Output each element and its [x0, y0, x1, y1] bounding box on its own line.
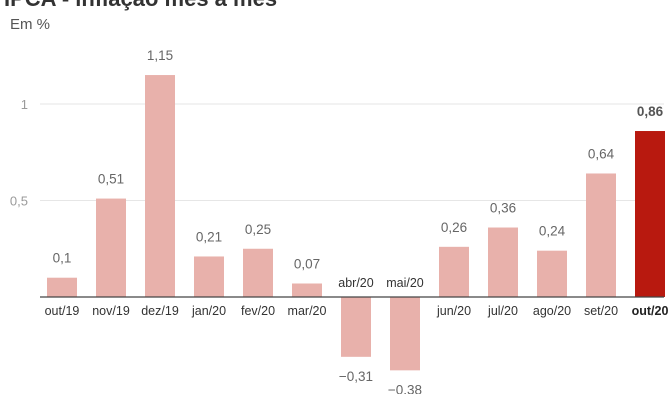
category-label: jan/20	[191, 304, 226, 318]
data-label: 0,86	[637, 104, 664, 119]
data-label: 0,64	[588, 146, 615, 161]
data-label: 0,21	[196, 229, 222, 244]
y-tick-label: 1	[21, 97, 28, 112]
bar-nov-19	[96, 198, 126, 297]
bar-mai-20	[390, 297, 420, 371]
data-label: 0,24	[539, 224, 566, 239]
category-label: out/19	[45, 304, 80, 318]
bar-mar-20	[292, 283, 322, 297]
category-label: out/20	[632, 304, 669, 318]
bar-jun-20	[439, 246, 469, 297]
bar-abr-20	[341, 297, 371, 357]
category-label: jul/20	[487, 304, 518, 318]
category-label: ago/20	[533, 304, 571, 318]
bar-out-19	[47, 277, 77, 297]
category-label: fev/20	[241, 304, 275, 318]
data-label: −0,31	[339, 369, 373, 384]
category-label: nov/19	[92, 304, 130, 318]
data-label: 1,15	[147, 48, 173, 63]
bar-out-20	[635, 131, 665, 297]
data-label: 0,25	[245, 222, 271, 237]
category-label: abr/20	[338, 276, 373, 290]
data-label: 0,26	[441, 220, 467, 235]
chart-subtitle: Em %	[10, 16, 51, 33]
bar-dez-19	[145, 75, 175, 297]
data-label: 0,36	[490, 201, 516, 216]
data-label: 0,51	[98, 172, 124, 187]
y-tick-label: 0,5	[10, 194, 28, 209]
bar-jul-20	[488, 227, 518, 297]
bar-ago-20	[537, 250, 567, 297]
bar-set-20	[586, 173, 616, 297]
bar-fev-20	[243, 248, 273, 297]
category-label: mar/20	[288, 304, 327, 318]
data-label: 0,1	[53, 251, 72, 266]
bar-jan-20	[194, 256, 224, 297]
chart-title: IPCA - inflação mês a mês	[4, 0, 277, 12]
category-label: dez/19	[141, 304, 179, 318]
category-label: set/20	[584, 304, 618, 318]
category-label: mai/20	[386, 276, 424, 290]
category-label: jun/20	[436, 304, 471, 318]
data-label: −0,38	[388, 382, 422, 394]
data-label: 0,07	[294, 256, 320, 271]
